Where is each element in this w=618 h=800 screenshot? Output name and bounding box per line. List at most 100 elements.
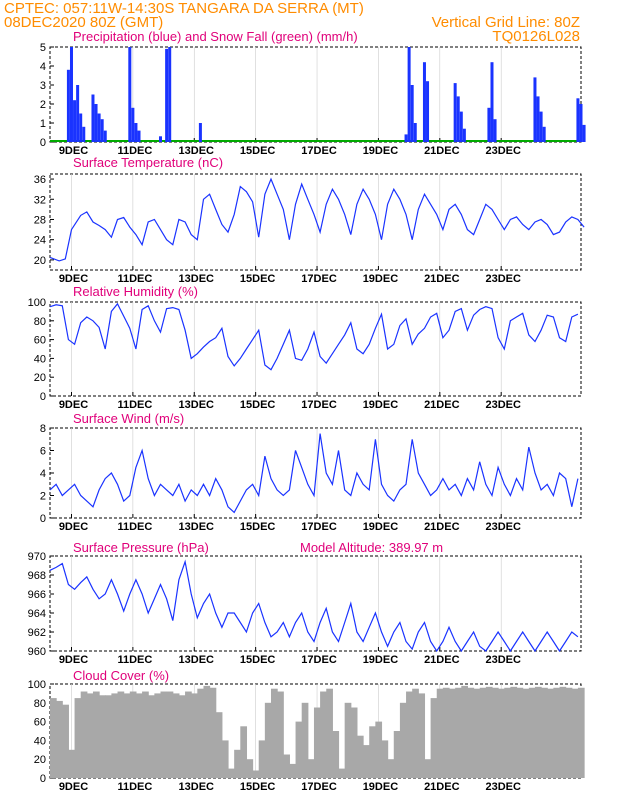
cloud-cover-bar — [166, 691, 174, 778]
temperature-x-tick-label: 21DEC — [424, 273, 460, 285]
precipitation-bar — [490, 62, 494, 143]
cloud-cover-bar — [277, 691, 284, 778]
cloud-cover-bar — [50, 698, 57, 778]
cloud-cover-bar — [295, 721, 303, 778]
cloud-cover-bar — [215, 712, 223, 778]
header-model-code: TQ0126L028 — [492, 28, 580, 45]
precipitation-bar — [97, 113, 101, 142]
cloud-cover-bar — [399, 702, 407, 778]
cloud-cover-bar — [485, 686, 493, 778]
cloud-cover-bar — [369, 726, 376, 778]
cloud-cover-bar — [541, 687, 548, 778]
cloud-cover-bar — [301, 702, 309, 778]
cloud-cover-bar — [473, 688, 481, 778]
cloud-cover-bar — [246, 759, 254, 778]
pressure-y-tick-label: 968 — [28, 570, 46, 582]
wind-x-tick-label: 13DEC — [179, 521, 215, 533]
wind-panel: Surface Wind (m/s) 9DEC 11DEC 13DEC 15DEC 17… — [40, 411, 582, 533]
pressure-x-tick-label: 19DEC — [363, 654, 399, 666]
cloud-cover-bar — [522, 688, 530, 778]
cloud-cover-bar — [92, 691, 100, 778]
cloud-cover-bar — [577, 687, 585, 778]
wind-x-tick-label: 15DEC — [240, 521, 276, 533]
cloud-cover-bar — [148, 695, 155, 778]
cloud-cover-x-tick-label: 23DEC — [485, 781, 521, 793]
cloud-cover-title: Cloud Cover (%) — [73, 668, 169, 683]
humidity-y-tick-label: 60 — [34, 335, 46, 347]
temperature-y-tick-label: 20 — [34, 255, 46, 267]
precipitation-y-tick-label: 4 — [40, 61, 46, 73]
cloud-cover-bar — [363, 745, 370, 778]
cloud-cover-bar — [356, 735, 364, 778]
cloud-cover-bar — [209, 687, 217, 778]
cloud-cover-bar — [326, 688, 333, 778]
temperature-x-tick-label: 19DEC — [363, 273, 399, 285]
cloud-cover-bar — [418, 693, 426, 778]
wind-x-tick-label: 9DEC — [59, 521, 88, 533]
precipitation-bar — [134, 123, 138, 142]
cloud-cover-bar — [86, 693, 94, 778]
cloud-cover-bar — [197, 688, 205, 778]
cloud-cover-bar — [387, 759, 395, 778]
cloud-cover-bar — [504, 687, 511, 778]
humidity-y-tick-label: 20 — [34, 372, 46, 384]
precipitation-bar — [103, 130, 107, 142]
cloud-cover-bar — [406, 691, 413, 778]
humidity-y-tick-label: 100 — [28, 297, 46, 309]
precipitation-bar — [533, 77, 537, 142]
cloud-cover-bar — [228, 768, 235, 778]
temperature-title: Surface Temperature (nC) — [73, 155, 223, 170]
wind-y-tick-label: 2 — [40, 491, 46, 503]
cloud-cover-bar — [393, 731, 401, 778]
pressure-series-line — [49, 559, 579, 653]
cloud-cover-bar — [111, 693, 119, 778]
precipitation-bar — [198, 123, 202, 142]
temperature-y-tick-label: 28 — [34, 214, 46, 226]
cloud-cover-bar — [185, 691, 192, 778]
humidity-y-tick-label: 80 — [34, 316, 46, 328]
precipitation-x-tick-label: 23DEC — [485, 145, 521, 157]
humidity-y-tick-label: 0 — [40, 391, 46, 403]
temperature-x-tick-label: 15DEC — [240, 273, 276, 285]
precipitation-bar — [422, 62, 426, 143]
cloud-cover-bar — [442, 687, 450, 778]
cloud-cover-bar — [313, 707, 321, 778]
precipitation-y-tick-label: 2 — [40, 99, 46, 111]
cloud-cover-y-tick-label: 80 — [34, 698, 46, 710]
cloud-cover-y-tick-label: 100 — [28, 679, 46, 691]
cloud-cover-y-tick-label: 40 — [34, 735, 46, 747]
pressure-x-tick-label: 15DEC — [240, 654, 276, 666]
wind-x-tick-label: 21DEC — [424, 521, 460, 533]
precipitation-bar — [131, 107, 135, 142]
cloud-cover-x-tick-label: 17DEC — [301, 781, 337, 793]
cloud-cover-y-tick-label: 60 — [34, 717, 46, 729]
pressure-y-tick-label: 970 — [28, 551, 46, 563]
precipitation-x-tick-label: 15DEC — [240, 145, 276, 157]
cloud-cover-bar — [430, 698, 438, 778]
humidity-title: Relative Humidity (%) — [73, 284, 198, 299]
precipitation-bar — [69, 47, 73, 142]
precipitation-bar — [579, 104, 583, 142]
precipitation-bar — [82, 126, 86, 142]
wind-x-tick-label: 17DEC — [301, 521, 337, 533]
cloud-cover-bar — [534, 686, 542, 778]
precipitation-x-tick-label: 21DEC — [424, 145, 460, 157]
temperature-x-tick-label: 13DEC — [179, 273, 215, 285]
precipitation-y-tick-label: 5 — [40, 42, 46, 54]
pressure-panel: Surface Pressure (hPa) Model Altitude: 3… — [28, 540, 582, 666]
cloud-cover-bar — [240, 726, 248, 778]
cloud-cover-bar — [258, 740, 266, 778]
pressure-x-tick-label: 17DEC — [301, 654, 337, 666]
cloud-cover-bar — [510, 686, 518, 778]
temperature-frame — [49, 173, 582, 271]
precipitation-bar — [453, 83, 457, 142]
cloud-cover-bar — [154, 693, 162, 778]
temperature-y-tick-label: 32 — [34, 194, 46, 206]
pressure-y-tick-label: 966 — [28, 589, 46, 601]
temperature-x-tick-label: 17DEC — [301, 273, 337, 285]
cloud-cover-bar — [252, 770, 260, 778]
pressure-x-tick-label: 21DEC — [424, 654, 460, 666]
cloud-cover-bar — [381, 740, 389, 778]
precipitation-y-tick-label: 1 — [40, 118, 46, 130]
humidity-y-tick-label: 40 — [34, 353, 46, 365]
